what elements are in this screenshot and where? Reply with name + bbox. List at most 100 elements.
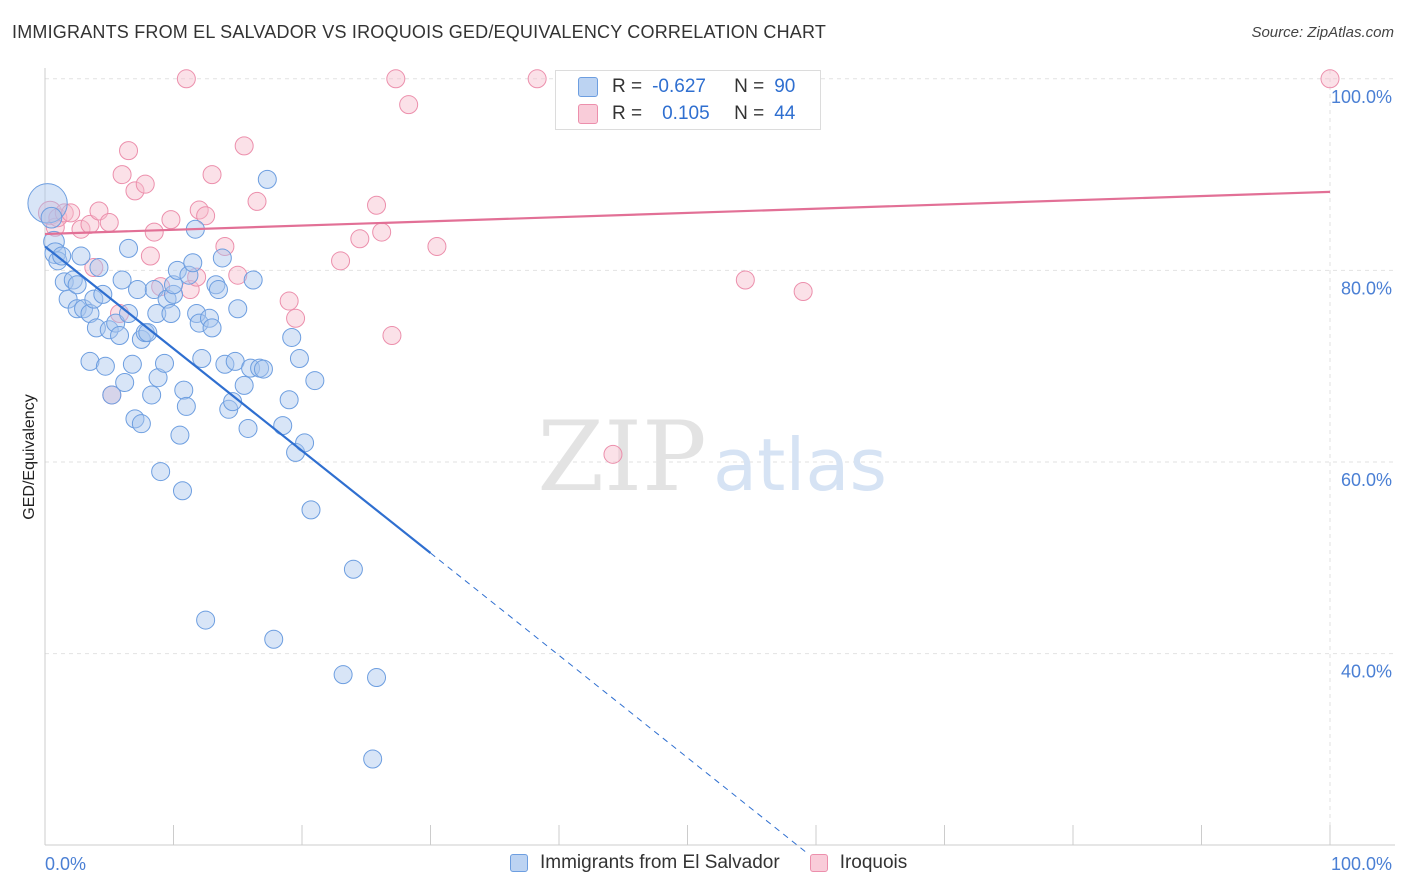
legend-label-pink: Iroquois	[839, 852, 908, 873]
data-point-iroquois	[176, 69, 196, 89]
data-point-iroquois	[399, 95, 419, 115]
data-point-iroquois	[331, 251, 351, 271]
stats-swatch-blue	[578, 77, 598, 97]
data-point-iroquois	[386, 69, 406, 89]
data-point-el-salvador	[305, 371, 325, 391]
stats-r-label: R =	[612, 76, 643, 97]
stats-n-label: N =	[734, 76, 765, 97]
data-point-el-salvador	[264, 629, 284, 649]
data-point-iroquois	[135, 174, 155, 194]
data-point-el-salvador	[170, 425, 190, 445]
y-tick-label: 100.0%	[1331, 87, 1392, 107]
data-point-el-salvador	[253, 359, 273, 379]
data-point-el-salvador	[147, 304, 167, 324]
y-tick-label: 80.0%	[1341, 278, 1392, 298]
data-point-el-salvador	[112, 270, 132, 290]
data-point-el-salvador	[282, 327, 302, 347]
data-point-el-salvador	[167, 260, 187, 280]
data-point-el-salvador	[122, 354, 142, 374]
data-point-el-salvador	[155, 353, 175, 373]
data-point-el-salvador	[40, 206, 63, 229]
data-point-el-salvador	[228, 299, 248, 319]
data-point-iroquois	[187, 267, 207, 287]
data-point-el-salvador	[144, 280, 164, 300]
data-point-el-salvador	[80, 304, 100, 324]
data-point-iroquois	[215, 236, 235, 256]
trend-line-iroquois	[44, 190, 1331, 236]
data-point-iroquois	[793, 281, 813, 301]
data-point-el-salvador	[183, 253, 203, 273]
data-point-iroquois	[125, 181, 145, 201]
data-point-el-salvador	[115, 372, 135, 392]
data-point-el-salvador	[202, 318, 222, 338]
data-point-el-salvador	[301, 500, 321, 520]
data-point-iroquois	[84, 258, 104, 278]
data-point-el-salvador	[192, 349, 212, 369]
legend: Immigrants from El Salvador Iroquois	[510, 852, 937, 874]
data-point-iroquois	[140, 246, 160, 266]
data-point-el-salvador	[279, 390, 299, 410]
chart-source: Source: ZipAtlas.com	[1251, 24, 1394, 41]
stats-row-blue: R = -0.627 N = 90	[578, 76, 795, 98]
data-point-iroquois	[286, 308, 306, 328]
x-tick-label: 0.0%	[45, 854, 86, 874]
legend-swatch-pink	[809, 854, 828, 872]
data-point-el-salvador	[212, 248, 232, 268]
data-point-iroquois	[196, 206, 216, 226]
data-point-iroquois	[119, 141, 139, 161]
y-tick-label: 60.0%	[1341, 470, 1392, 490]
data-point-iroquois	[247, 191, 267, 211]
data-point-el-salvador	[243, 270, 263, 290]
data-point-el-salvador	[84, 289, 104, 309]
stats-n-label: N =	[734, 103, 765, 124]
data-point-el-salvador	[80, 351, 100, 371]
data-point-iroquois	[527, 69, 547, 89]
stats-box: R = -0.627 N = 90 R = 0.105 N = 44	[555, 70, 821, 130]
blue-series	[27, 169, 387, 769]
data-point-el-salvador	[142, 385, 162, 405]
data-point-iroquois	[427, 236, 447, 256]
data-point-el-salvador	[148, 368, 168, 388]
chart-title: IMMIGRANTS FROM EL SALVADOR VS IROQUOIS …	[12, 22, 827, 42]
data-point-iroquois	[372, 222, 392, 242]
data-point-el-salvador	[164, 275, 183, 295]
data-point-el-salvador	[71, 246, 91, 266]
data-point-el-salvador	[106, 313, 126, 333]
stats-r-value: 0.105	[662, 103, 710, 124]
data-point-iroquois	[382, 326, 402, 346]
data-point-el-salvador	[151, 462, 171, 482]
data-point-iroquois	[144, 222, 164, 242]
data-point-el-salvador	[67, 275, 87, 295]
tick-labels: 40.0% 60.0% 80.0% 100.0% 0.0% 100.0%	[45, 87, 1392, 874]
data-point-el-salvador	[179, 265, 199, 285]
data-point-el-salvador	[189, 313, 209, 333]
legend-label-blue: Immigrants from El Salvador	[540, 852, 780, 873]
stats-row-pink: R = 0.105 N = 44	[578, 103, 795, 125]
data-point-iroquois	[99, 213, 119, 232]
stats-n-value: 44	[774, 103, 796, 124]
data-point-el-salvador	[208, 280, 228, 300]
stats-swatch-pink	[578, 104, 598, 124]
data-point-el-salvador	[164, 284, 183, 304]
data-point-el-salvador	[89, 258, 109, 278]
stats-r-value: -0.627	[652, 76, 706, 97]
trend-line-el-salvador	[44, 245, 432, 554]
data-point-el-salvador	[27, 183, 68, 224]
data-point-el-salvador	[119, 238, 139, 258]
data-point-iroquois	[735, 270, 755, 290]
data-point-iroquois	[234, 136, 254, 156]
data-point-el-salvador	[128, 280, 148, 300]
axes	[44, 68, 1395, 846]
data-point-el-salvador	[363, 749, 383, 769]
watermark: ZIP atlas	[537, 401, 887, 513]
data-point-iroquois	[279, 291, 299, 311]
legend-swatch-blue	[510, 854, 528, 872]
data-point-iroquois	[350, 229, 370, 249]
data-point-el-salvador	[95, 356, 115, 376]
data-point-el-salvador	[273, 416, 293, 436]
data-point-el-salvador	[176, 396, 196, 416]
data-point-el-salvador	[52, 246, 72, 266]
data-point-el-salvador	[161, 304, 181, 324]
data-point-el-salvador	[289, 349, 309, 369]
